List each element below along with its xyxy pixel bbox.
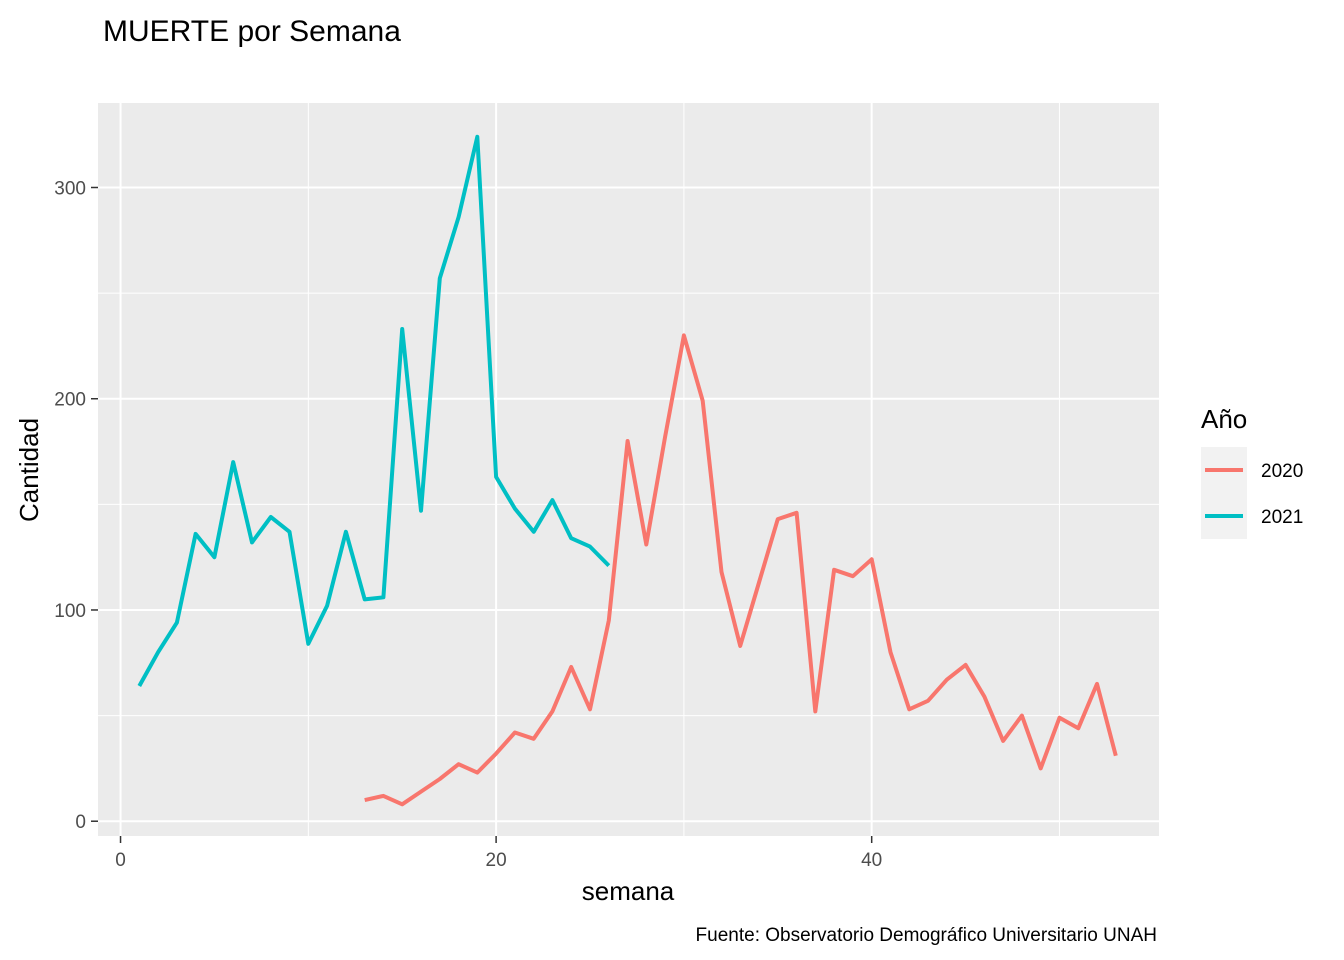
plot-panel	[98, 103, 1159, 836]
y-axis-title: Cantidad	[14, 418, 44, 522]
major-gridlines	[98, 103, 1159, 836]
axis-ticks	[91, 186, 873, 843]
series-line-2020	[364, 333, 1118, 807]
x-tick-label: 0	[115, 850, 126, 871]
x-axis-title: semana	[582, 876, 675, 906]
series-line-2021	[137, 134, 611, 687]
y-tick-label: 200	[54, 390, 86, 411]
y-tick-label: 0	[75, 812, 86, 833]
legend-label-2021: 2021	[1261, 507, 1303, 528]
legend-title: Año	[1201, 404, 1247, 434]
chart-title: MUERTE por Semana	[103, 15, 401, 48]
x-tick-label: 20	[486, 850, 507, 871]
legend-label-2020: 2020	[1261, 461, 1303, 482]
chart-caption: Fuente: Observatorio Demográfico Univers…	[696, 925, 1157, 946]
x-tick-label: 40	[861, 850, 882, 871]
legend-items: 2020 2021	[1201, 447, 1303, 539]
series-lines	[137, 134, 1118, 807]
axis-tick-labels: 0 20 40 0 100 200 300	[54, 178, 882, 871]
minor-gridlines	[98, 103, 1159, 836]
y-tick-label: 300	[54, 178, 86, 199]
legend: Año 2020 2021	[1201, 404, 1303, 539]
y-tick-label: 100	[54, 601, 86, 622]
